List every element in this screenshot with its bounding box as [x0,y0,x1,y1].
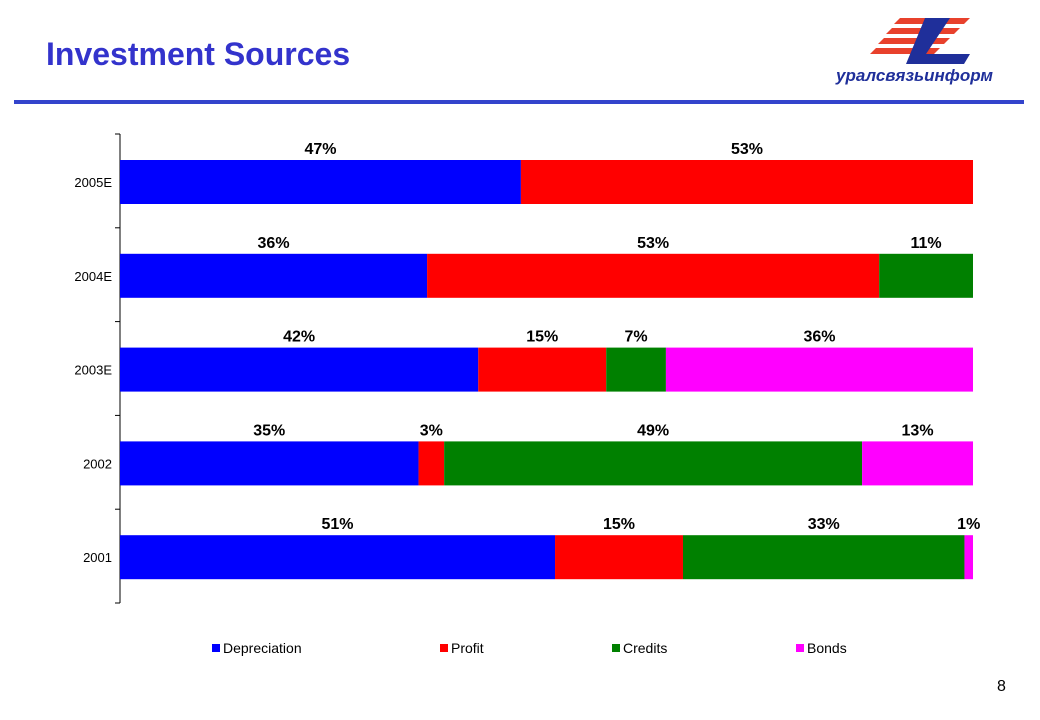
data-label: 51% [321,516,353,533]
category-label: 2004E [74,269,112,284]
legend-label: Credits [623,640,668,656]
logo-mark [906,18,970,64]
bar-segment-profit [478,347,607,392]
data-label: 1% [957,516,980,533]
legend-label: Depreciation [223,640,302,656]
legend-swatch [612,644,620,652]
bar-segment-profit [555,535,683,580]
legend-swatch [212,644,220,652]
bar-segment-depreciation [120,441,419,486]
category-label: 2003E [74,363,112,378]
legend-item-depreciation: Depreciation [212,640,302,656]
legend-item-credits: Credits [612,640,667,656]
legend-label: Profit [451,640,484,656]
bar-segment-bonds [665,347,973,392]
legend-item-bonds: Bonds [796,640,847,656]
logo-text: уралсвязьинформ [836,66,993,85]
data-label: 36% [803,329,835,346]
legend-swatch [796,644,804,652]
data-label: 15% [603,516,635,533]
data-label: 42% [283,329,315,346]
bar-segment-bonds [862,441,973,486]
data-label: 53% [731,141,763,158]
data-label: 33% [808,516,840,533]
bar-segment-depreciation [120,253,428,298]
data-label: 47% [304,141,336,158]
data-label: 11% [911,235,942,252]
bar-segment-depreciation [120,535,556,580]
data-label: 36% [258,235,290,252]
category-label: 2001 [83,550,112,565]
data-label: 49% [637,422,669,439]
category-label: 2005E [74,175,112,190]
bar-segment-depreciation [120,160,521,204]
data-label: 15% [526,329,558,346]
company-logo [870,18,970,64]
bar-segment-credits [879,253,973,298]
data-label: 35% [253,422,285,439]
bar-segment-profit [520,160,973,204]
bar-segment-credits [682,535,965,580]
data-label: 7% [625,329,648,346]
data-label: 3% [420,422,443,439]
legend-label: Bonds [807,640,847,656]
bar-segment-credits [606,347,666,392]
page-title: Investment Sources [46,36,351,72]
category-label: 2002 [83,456,112,471]
data-label: 53% [637,235,669,252]
bar-segment-profit [427,253,880,298]
legend-item-profit: Profit [440,640,484,656]
bar-segment-depreciation [120,347,479,392]
bar-segment-bonds [964,535,973,580]
page-number: 8 [997,678,1006,695]
title-divider [14,100,1024,104]
data-label: 13% [902,422,934,439]
chart-legend: Depreciation Profit Credits Bonds [0,640,1040,662]
bar-segment-credits [444,441,863,486]
legend-swatch [440,644,448,652]
bar-segment-profit [418,441,445,486]
